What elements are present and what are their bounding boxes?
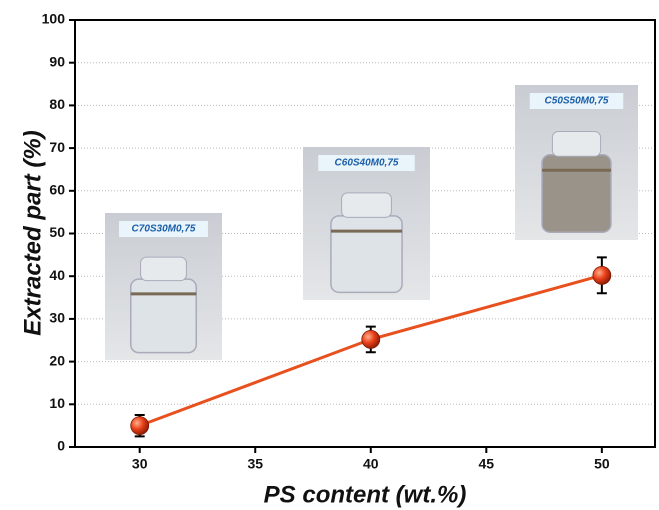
y-tick-label: 20: [49, 352, 65, 368]
x-tick-label: 50: [594, 456, 610, 472]
x-tick-label: 30: [132, 456, 148, 472]
y-axis-label: Extracted part (%): [19, 130, 46, 335]
vial: [542, 155, 611, 233]
y-tick-label: 70: [49, 139, 65, 155]
photo-label: C70S30M0,75: [132, 224, 196, 235]
vial-neck: [342, 193, 392, 217]
photo-inset: C50S50M0,75: [515, 85, 638, 240]
vial-neck: [141, 257, 187, 281]
vial: [331, 216, 402, 293]
data-point: [593, 266, 611, 284]
y-tick-label: 60: [49, 182, 65, 198]
x-tick-label: 35: [247, 456, 263, 472]
photo-label: C60S40M0,75: [335, 158, 399, 169]
y-tick-label: 80: [49, 96, 65, 112]
vial: [131, 279, 197, 353]
data-point: [131, 417, 149, 435]
y-tick-label: 40: [49, 267, 65, 283]
photo-inset: C70S30M0,75: [105, 213, 222, 360]
photo-label: C50S50M0,75: [545, 96, 609, 107]
chart: Extracted part (%) PS content (wt.%) 0 10…: [0, 0, 659, 510]
y-tick-label: 30: [49, 310, 65, 326]
x-axis-label: PS content (wt.%): [264, 481, 467, 508]
photo-inset: C60S40M0,75: [303, 147, 430, 300]
x-tick-label: 45: [479, 456, 495, 472]
y-tick-label: 50: [49, 224, 65, 240]
y-tick-label: 100: [42, 11, 66, 27]
y-tick-label: 90: [49, 53, 65, 69]
vial-neck: [552, 132, 600, 157]
y-tick-label: 0: [57, 438, 65, 454]
data-point: [362, 330, 380, 348]
y-tick-label: 10: [49, 395, 65, 411]
x-tick-label: 40: [363, 456, 379, 472]
